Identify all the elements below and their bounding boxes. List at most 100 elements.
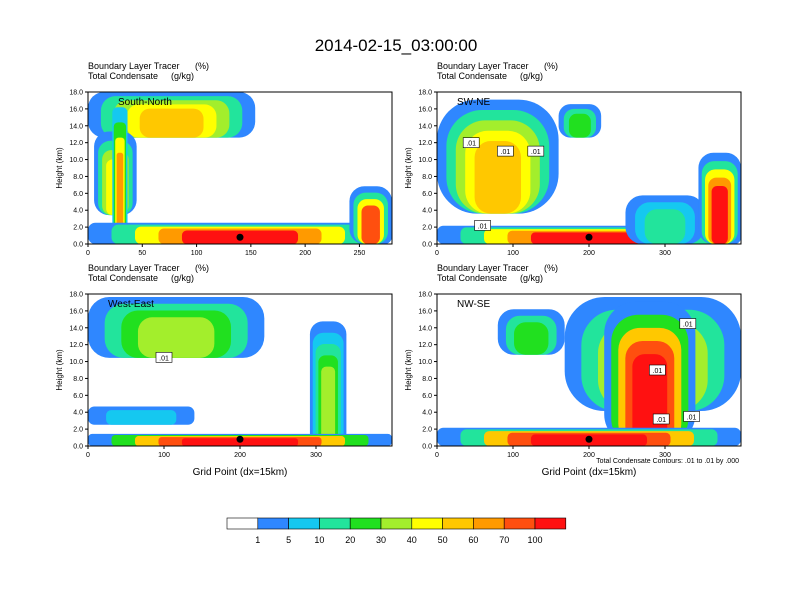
y-tick-label: 16.0 bbox=[69, 308, 83, 315]
panel-title-condensate: Total Condensate bbox=[437, 273, 507, 283]
x-tick-label: 250 bbox=[354, 250, 366, 257]
panel-sw-ne: Boundary Layer Tracer (%) Total Condensate… bbox=[404, 61, 742, 257]
y-tick-label: 14.0 bbox=[418, 325, 432, 332]
x-tick-label: 0 bbox=[86, 250, 90, 257]
y-tick-label: 16.0 bbox=[418, 308, 432, 315]
y-tick-label: 2.0 bbox=[422, 427, 432, 434]
y-axis-title: Height (km) bbox=[55, 147, 64, 189]
x-axis-title: Grid Point (dx=15km) bbox=[542, 467, 637, 478]
panel-title-tracer-unit: (%) bbox=[544, 263, 558, 273]
panel-title-condensate: Total Condensate bbox=[88, 71, 158, 81]
tracer-region bbox=[106, 410, 177, 425]
contour-label: .01 bbox=[466, 141, 476, 148]
colorbar-swatch bbox=[503, 517, 536, 530]
y-tick-label: 2.0 bbox=[73, 225, 83, 232]
location-marker bbox=[236, 233, 244, 241]
contour-label: .01 bbox=[478, 223, 488, 230]
panel-title-condensate: Total Condensate bbox=[437, 71, 507, 81]
panel-name: West-East bbox=[108, 299, 154, 310]
y-tick-label: 8.0 bbox=[422, 174, 432, 181]
x-tick-label: 50 bbox=[138, 250, 146, 257]
panel-title-tracer: Boundary Layer Tracer bbox=[88, 263, 180, 273]
y-tick-label: 10.0 bbox=[69, 157, 83, 164]
panel-title-tracer: Boundary Layer Tracer bbox=[437, 263, 529, 273]
colorbar-swatch bbox=[349, 517, 382, 530]
y-tick-label: 18.0 bbox=[69, 292, 83, 299]
y-tick-label: 8.0 bbox=[422, 376, 432, 383]
x-tick-label: 300 bbox=[659, 452, 671, 459]
y-tick-label: 12.0 bbox=[69, 140, 83, 147]
tracer-region bbox=[137, 317, 215, 358]
colorbar-label: 5 bbox=[286, 535, 291, 545]
x-tick-label: 200 bbox=[299, 250, 311, 257]
y-tick-label: 18.0 bbox=[418, 90, 432, 97]
y-tick-label: 6.0 bbox=[422, 191, 432, 198]
tracer-region bbox=[116, 152, 124, 244]
colorbar-swatch bbox=[473, 517, 505, 530]
tracer-field: .01 .01 .01 .01 bbox=[437, 92, 741, 244]
panel-title-condensate-unit: (g/kg) bbox=[171, 273, 194, 283]
y-tick-label: 14.0 bbox=[418, 123, 432, 130]
tracer-field bbox=[88, 92, 392, 244]
tracer-region bbox=[474, 141, 522, 214]
panel-title-condensate-unit: (g/kg) bbox=[520, 71, 543, 81]
tracer-region bbox=[514, 322, 549, 355]
tracer-field: .01 .01 .01 .01 bbox=[437, 294, 741, 446]
panel-nw-se: Boundary Layer Tracer (%) Total Condensate… bbox=[404, 263, 742, 478]
contour-label-box bbox=[497, 145, 514, 157]
colorbar-swatch bbox=[534, 517, 567, 530]
tracer-region bbox=[361, 205, 380, 244]
colorbar-label: 10 bbox=[314, 535, 324, 545]
x-tick-label: 300 bbox=[310, 452, 322, 459]
y-axis-title: Height (km) bbox=[404, 147, 413, 189]
y-tick-label: 10.0 bbox=[69, 359, 83, 366]
y-tick-label: 2.0 bbox=[73, 427, 83, 434]
colorbar-swatch bbox=[319, 517, 351, 530]
y-tick-label: 6.0 bbox=[422, 393, 432, 400]
colorbar-swatch bbox=[257, 517, 289, 530]
y-tick-label: 0.0 bbox=[73, 444, 83, 451]
panel-south-north: Boundary Layer Tracer (%) Total Condensate… bbox=[55, 61, 393, 257]
colorbar-swatch bbox=[442, 517, 474, 530]
tracer-region bbox=[568, 113, 591, 138]
colorbar-label: 1 bbox=[255, 535, 260, 545]
y-tick-label: 12.0 bbox=[418, 140, 432, 147]
panel-name: NW-SE bbox=[457, 299, 490, 310]
contour-label: .01 bbox=[159, 355, 169, 362]
contour-label-box bbox=[679, 318, 697, 329]
contour-label-box bbox=[155, 352, 173, 363]
location-marker bbox=[236, 435, 244, 443]
colorbar-swatch bbox=[226, 517, 259, 530]
colorbar: 1 5 10 20 30 40 50 60 70 100 bbox=[226, 517, 567, 545]
figure-title: 2014-02-15_03:00:00 bbox=[315, 36, 478, 55]
panel-title-tracer-unit: (%) bbox=[544, 61, 558, 71]
contour-label: .01 bbox=[683, 322, 693, 329]
panel-name: SW-NE bbox=[457, 97, 490, 108]
contour-label-box bbox=[652, 413, 670, 425]
panel-title-tracer-unit: (%) bbox=[195, 61, 209, 71]
y-tick-label: 16.0 bbox=[418, 106, 432, 113]
location-marker bbox=[585, 233, 593, 241]
y-tick-label: 4.0 bbox=[422, 208, 432, 215]
panel-title-condensate-unit: (g/kg) bbox=[520, 273, 543, 283]
y-tick-label: 18.0 bbox=[418, 292, 432, 299]
colorbar-label: 30 bbox=[376, 535, 386, 545]
tracer-region bbox=[321, 366, 336, 446]
y-tick-label: 16.0 bbox=[69, 106, 83, 113]
colorbar-swatch bbox=[380, 517, 413, 530]
y-tick-label: 14.0 bbox=[69, 123, 83, 130]
y-tick-label: 18.0 bbox=[69, 90, 83, 97]
y-tick-label: 2.0 bbox=[422, 225, 432, 232]
y-tick-label: 0.0 bbox=[73, 242, 83, 249]
contour-label: .01 bbox=[687, 414, 697, 421]
contour-label-box bbox=[683, 411, 700, 422]
y-tick-label: 8.0 bbox=[73, 376, 83, 383]
x-tick-label: 150 bbox=[245, 250, 257, 257]
colorbar-label: 100 bbox=[527, 535, 542, 545]
contour-label-box bbox=[649, 364, 666, 376]
colorbar-swatch bbox=[411, 517, 443, 530]
x-tick-label: 300 bbox=[659, 250, 671, 257]
contour-label-box bbox=[462, 137, 480, 148]
plot-frame bbox=[87, 91, 393, 245]
